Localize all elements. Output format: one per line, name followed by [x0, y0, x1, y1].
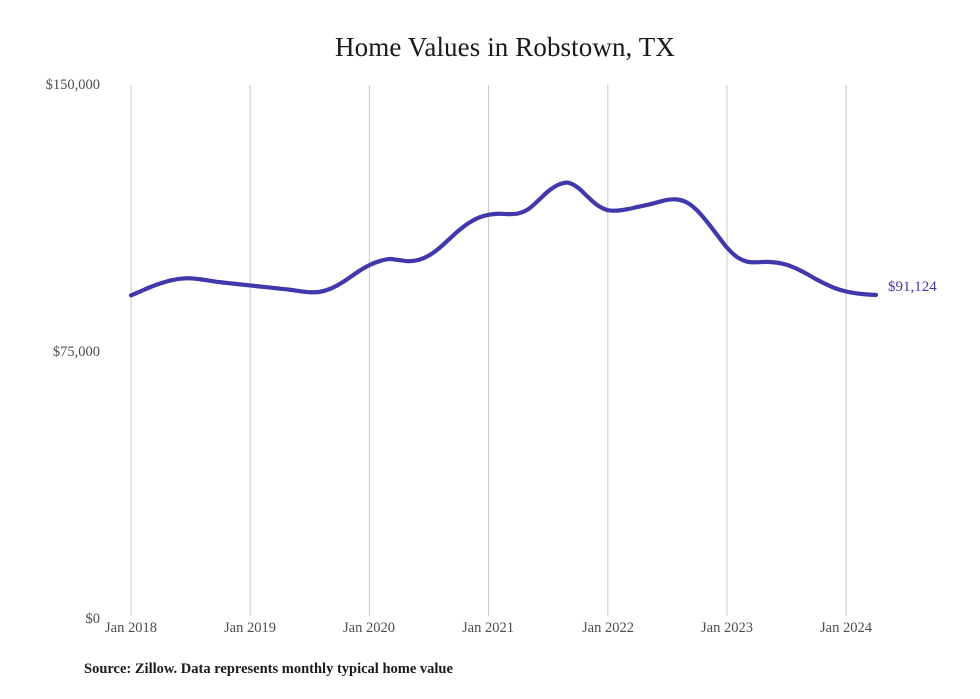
chart-title: Home Values in Robstown, TX: [335, 32, 675, 62]
xtick-label-jan-2020: Jan 2020: [343, 620, 395, 636]
home-value-line: [128, 180, 879, 298]
xtick-label-jan-2019: Jan 2019: [224, 620, 276, 636]
ytick-label-0: $0: [85, 611, 101, 627]
ytick-label-150000: $150,000: [45, 77, 100, 93]
ytick-label-75000: $75,000: [52, 344, 100, 360]
source-note: Source: Zillow. Data represents monthly …: [84, 661, 453, 677]
xtick-label-jan-2021: Jan 2021: [462, 620, 514, 636]
xtick-label-jan-2024: Jan 2024: [820, 620, 872, 636]
xtick-label-jan-2018: Jan 2018: [105, 620, 157, 636]
gridlines-group: [130, 85, 847, 616]
xtick-label-jan-2023: Jan 2023: [701, 620, 753, 636]
end-value-label: $91,124: [888, 279, 937, 295]
xtick-label-jan-2022: Jan 2022: [582, 620, 634, 636]
